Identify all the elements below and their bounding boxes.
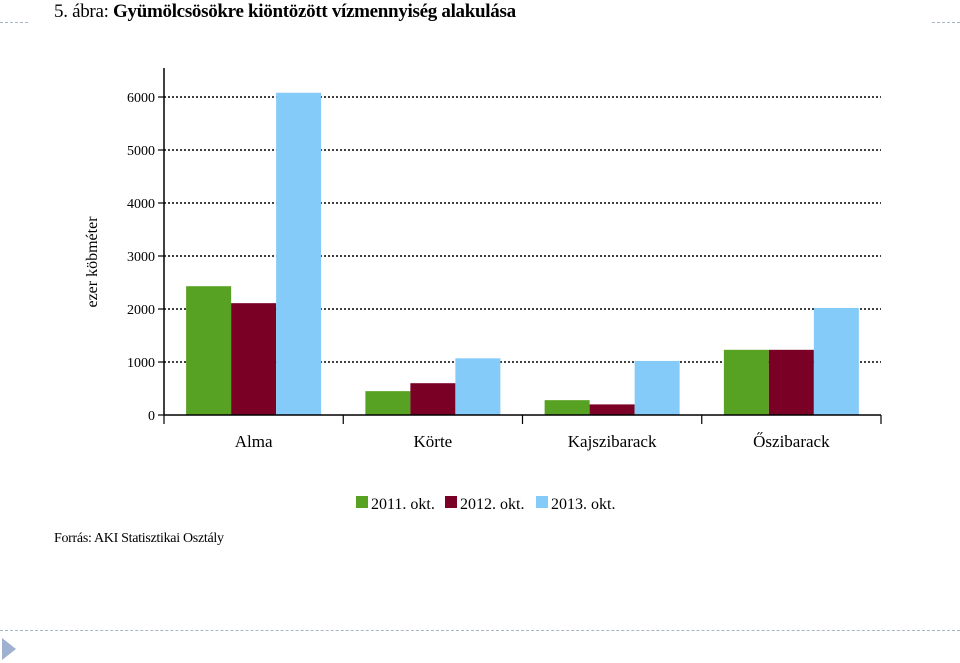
bar-2-1 <box>231 303 277 415</box>
bar-2-3 <box>589 404 635 415</box>
play-triangle-icon[interactable] <box>2 638 16 660</box>
legend-swatch-2 <box>445 496 457 508</box>
bar-2-2 <box>410 383 456 415</box>
bar-3-2 <box>455 358 501 415</box>
bar-1-4 <box>723 349 769 415</box>
bar-1-2 <box>365 391 411 415</box>
figure-title: 5. ábra: Gyümölcsösökre kiöntözött vízme… <box>54 1 516 23</box>
figure-prefix: 5. ábra: <box>54 1 114 22</box>
y-tick-label: 2000 <box>127 303 155 318</box>
y-tick-label: 3000 <box>127 250 155 265</box>
y-tick-label: 6000 <box>127 91 155 106</box>
x-tick-label: Alma <box>235 432 273 451</box>
y-tick-label: 1000 <box>127 356 155 371</box>
figure-name: Gyümölcsösökre kiöntözött vízmennyiség a… <box>113 1 516 22</box>
bar-2-4 <box>768 349 814 415</box>
source-note: Forrás: AKI Statisztikai Osztály <box>54 531 224 546</box>
x-tick-label: Őszibarack <box>753 432 830 451</box>
bottom-divider <box>0 630 960 631</box>
bar-3-3 <box>634 360 680 415</box>
bar-chart: 0 1000 2000 3000 4000 5000 6000 ezer köbméter Al… <box>84 68 882 513</box>
bar-3-1 <box>276 92 322 415</box>
bar-1-3 <box>544 400 590 415</box>
top-left-divider <box>0 22 28 23</box>
legend-label-2: 2012. okt. <box>460 496 524 513</box>
bar-3-4 <box>813 307 859 415</box>
legend-label-3: 2013. okt. <box>551 496 615 513</box>
legend-swatch-3 <box>536 496 548 508</box>
x-tick-label: Körte <box>414 432 453 451</box>
y-tick-label: 5000 <box>127 144 155 159</box>
bar-1-1 <box>186 286 232 415</box>
y-tick-label: 0 <box>148 409 155 424</box>
top-right-divider <box>932 22 960 23</box>
y-axis-label: ezer köbméter <box>84 216 101 308</box>
x-tick-label: Kajszibarack <box>568 432 657 451</box>
y-tick-label: 4000 <box>127 197 155 212</box>
legend-label-1: 2011. okt. <box>371 496 435 513</box>
legend-swatch-1 <box>356 496 368 508</box>
